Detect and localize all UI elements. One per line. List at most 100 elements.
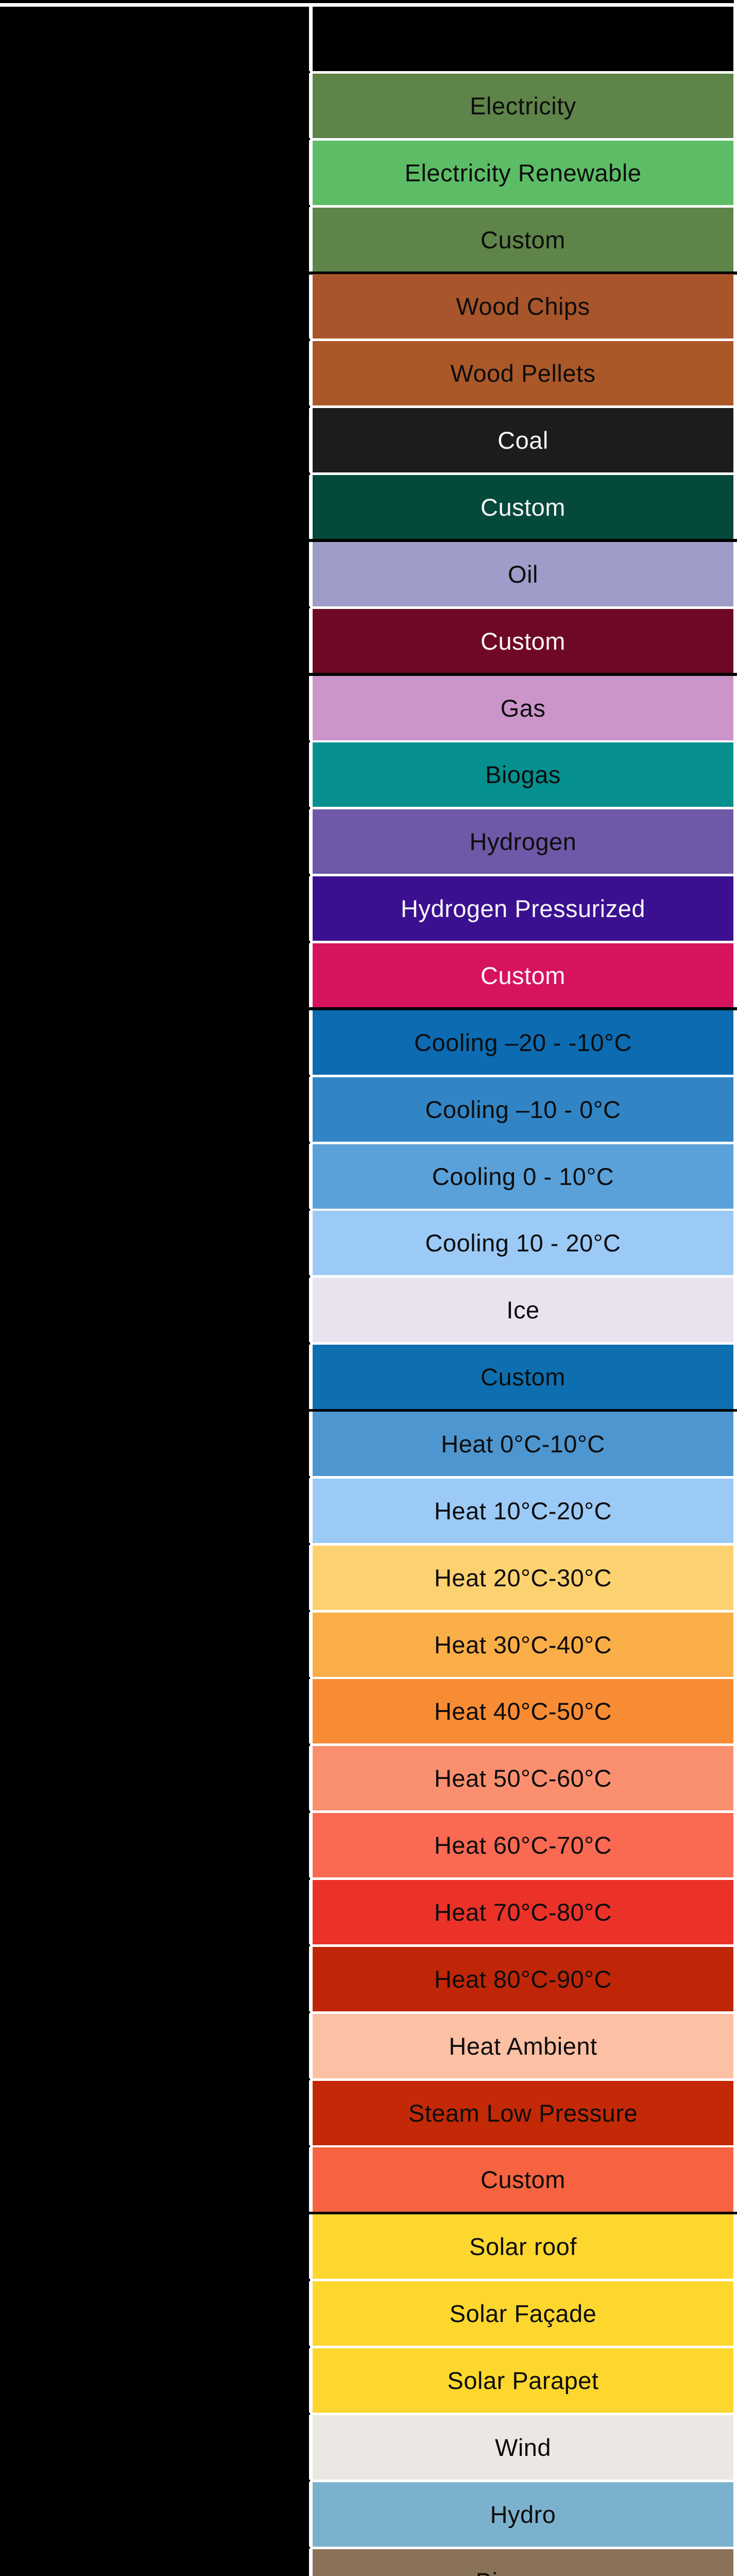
carrier-label: Wood Pellets <box>450 360 596 387</box>
carrier-row-solar-roof: Solar roof <box>313 2214 733 2279</box>
carrier-label: Custom <box>481 627 565 655</box>
gutter-tick <box>307 740 310 743</box>
carrier-row-heat-60-c-70-c: Heat 60°C-70°C <box>313 1813 733 1878</box>
carrier-row-hydro: Hydro <box>313 2482 733 2547</box>
group-separator-line <box>0 1007 737 1010</box>
carrier-row-wood-pellets: Wood Pellets <box>313 341 733 406</box>
carrier-label: Custom <box>481 961 565 989</box>
carrier-row-wood-chips: Wood Chips <box>313 274 733 339</box>
carrier-label: Hydrogen Pressurized <box>401 895 645 923</box>
carrier-label: Heat 60°C-70°C <box>434 1832 612 1859</box>
carrier-label: Hydro <box>490 2500 556 2528</box>
carrier-label: Heat 40°C-50°C <box>434 1698 612 1725</box>
gutter-tick <box>307 941 310 943</box>
carrier-row-oil: Oil <box>313 541 733 606</box>
carrier-label: Cooling –10 - 0°C <box>425 1095 621 1123</box>
gutter-tick <box>307 472 310 475</box>
gutter-tick <box>307 2011 310 2014</box>
carrier-label: Ice <box>506 1296 540 1324</box>
carrier-row-biogas: Biogas <box>313 742 733 807</box>
carrier-label: Custom <box>481 1363 565 1391</box>
carrier-row-heat-0-c-10-c: Heat 0°C-10°C <box>313 1411 733 1476</box>
group-separator-line <box>0 2211 737 2215</box>
category-column <box>0 7 309 2576</box>
carrier-row-hydrogen-pressurized: Hydrogen Pressurized <box>313 876 733 941</box>
carrier-row-heat-ambient: Heat Ambient <box>313 2013 733 2078</box>
gutter-tick <box>307 2412 310 2415</box>
carrier-row-heat-50-c-60-c: Heat 50°C-60°C <box>313 1746 733 1811</box>
gutter-tick <box>307 1743 310 1746</box>
carrier-label: Heat 70°C-80°C <box>434 1898 612 1926</box>
carrier-row-solar-parapet: Solar Parapet <box>313 2348 733 2413</box>
carrier-label: Custom <box>481 226 565 253</box>
carrier-label: Cooling –20 - -10°C <box>414 1028 632 1056</box>
carrier-row-hydrogen: Hydrogen <box>313 809 733 874</box>
carrier-row-solar-fa-ade: Solar Façade <box>313 2281 733 2346</box>
carrier-row-ice: Ice <box>313 1278 733 1343</box>
carrier-label: Electricity <box>470 92 576 120</box>
gutter-tick <box>307 2145 310 2148</box>
carrier-label: Custom <box>481 493 565 521</box>
carrier-row-heat-20-c-30-c: Heat 20°C-30°C <box>313 1545 733 1610</box>
carrier-row-cooling-10-0-c: Cooling –10 - 0°C <box>313 1077 733 1142</box>
top-border <box>0 0 734 3</box>
carrier-row-wind: Wind <box>313 2415 733 2480</box>
gutter-tick <box>307 2546 310 2549</box>
gutter-tick <box>307 2279 310 2281</box>
gutter-tick <box>307 1676 310 1680</box>
carrier-label: Heat 0°C-10°C <box>441 1430 605 1458</box>
gutter-tick <box>307 1476 310 1479</box>
carrier-row-steam-low-pressure: Steam Low Pressure <box>313 2080 733 2145</box>
carrier-label: Custom <box>481 2166 565 2194</box>
gutter-tick <box>307 1208 310 1211</box>
carrier-row-cooling-10-20-c: Cooling 10 - 20°C <box>313 1211 733 1276</box>
carrier-row-coal: Coal <box>313 408 733 473</box>
carrier-label: Heat 50°C-60°C <box>434 1765 612 1792</box>
carrier-label: Biogas <box>485 761 561 789</box>
carrier-row-heat-30-c-40-c: Heat 30°C-40°C <box>313 1612 733 1677</box>
carrier-label: Heat 20°C-30°C <box>434 1564 612 1591</box>
carrier-row-custom: Custom <box>313 943 733 1008</box>
carrier-label: Heat 80°C-90°C <box>434 1965 612 1993</box>
gutter-tick <box>307 1141 310 1144</box>
carrier-label: Biomass <box>476 2567 571 2576</box>
gutter-tick <box>307 874 310 876</box>
gutter-tick <box>307 2346 310 2348</box>
group-separator-line <box>0 1409 737 1412</box>
carrier-label: Heat 10°C-20°C <box>434 1497 612 1524</box>
gutter-tick <box>307 1609 310 1613</box>
carrier-label: Hydrogen <box>469 828 577 856</box>
carrier-row-custom: Custom <box>313 608 733 673</box>
carrier-row-custom: Custom <box>313 207 733 272</box>
carrier-row-electricity-renewable: Electricity Renewable <box>313 140 733 205</box>
carrier-row-biomass: Biomass <box>313 2549 733 2576</box>
carrier-row-gas: Gas <box>313 675 733 740</box>
carrier-label: Solar Parapet <box>447 2366 599 2394</box>
carrier-label: Wood Chips <box>456 293 590 320</box>
carrier-label: Electricity Renewable <box>404 159 642 187</box>
gutter-tick <box>307 1810 310 1813</box>
gutter-tick <box>307 1275 310 1278</box>
carrier-label: Wind <box>494 2433 552 2461</box>
gutter-tick <box>307 405 310 408</box>
carrier-row-heat-40-c-50-c: Heat 40°C-50°C <box>313 1679 733 1744</box>
carrier-row-electricity: Electricity <box>313 73 733 138</box>
carrier-row-cooling-20-10-c: Cooling –20 - -10°C <box>313 1010 733 1075</box>
carrier-label: Cooling 0 - 10°C <box>432 1162 614 1190</box>
gutter-tick <box>307 338 310 341</box>
carrier-label: Steam Low Pressure <box>408 2099 638 2127</box>
carrier-label: Coal <box>498 427 549 454</box>
group-separator-line <box>0 539 737 542</box>
gutter-tick <box>307 807 310 809</box>
gutter-tick <box>307 1074 310 1077</box>
carrier-label: Solar Façade <box>449 2300 597 2328</box>
gutter-tick <box>307 1944 310 1947</box>
group-separator-line <box>0 272 737 275</box>
gutter-tick <box>307 2479 310 2482</box>
gutter-tick <box>307 1877 310 1880</box>
gutter-tick <box>307 71 310 74</box>
gutter-tick <box>307 606 310 609</box>
gutter-tick <box>307 2078 310 2081</box>
carrier-row-heat-80-c-90-c: Heat 80°C-90°C <box>313 1946 733 2011</box>
carrier-row-heat-70-c-80-c: Heat 70°C-80°C <box>313 1879 733 1944</box>
